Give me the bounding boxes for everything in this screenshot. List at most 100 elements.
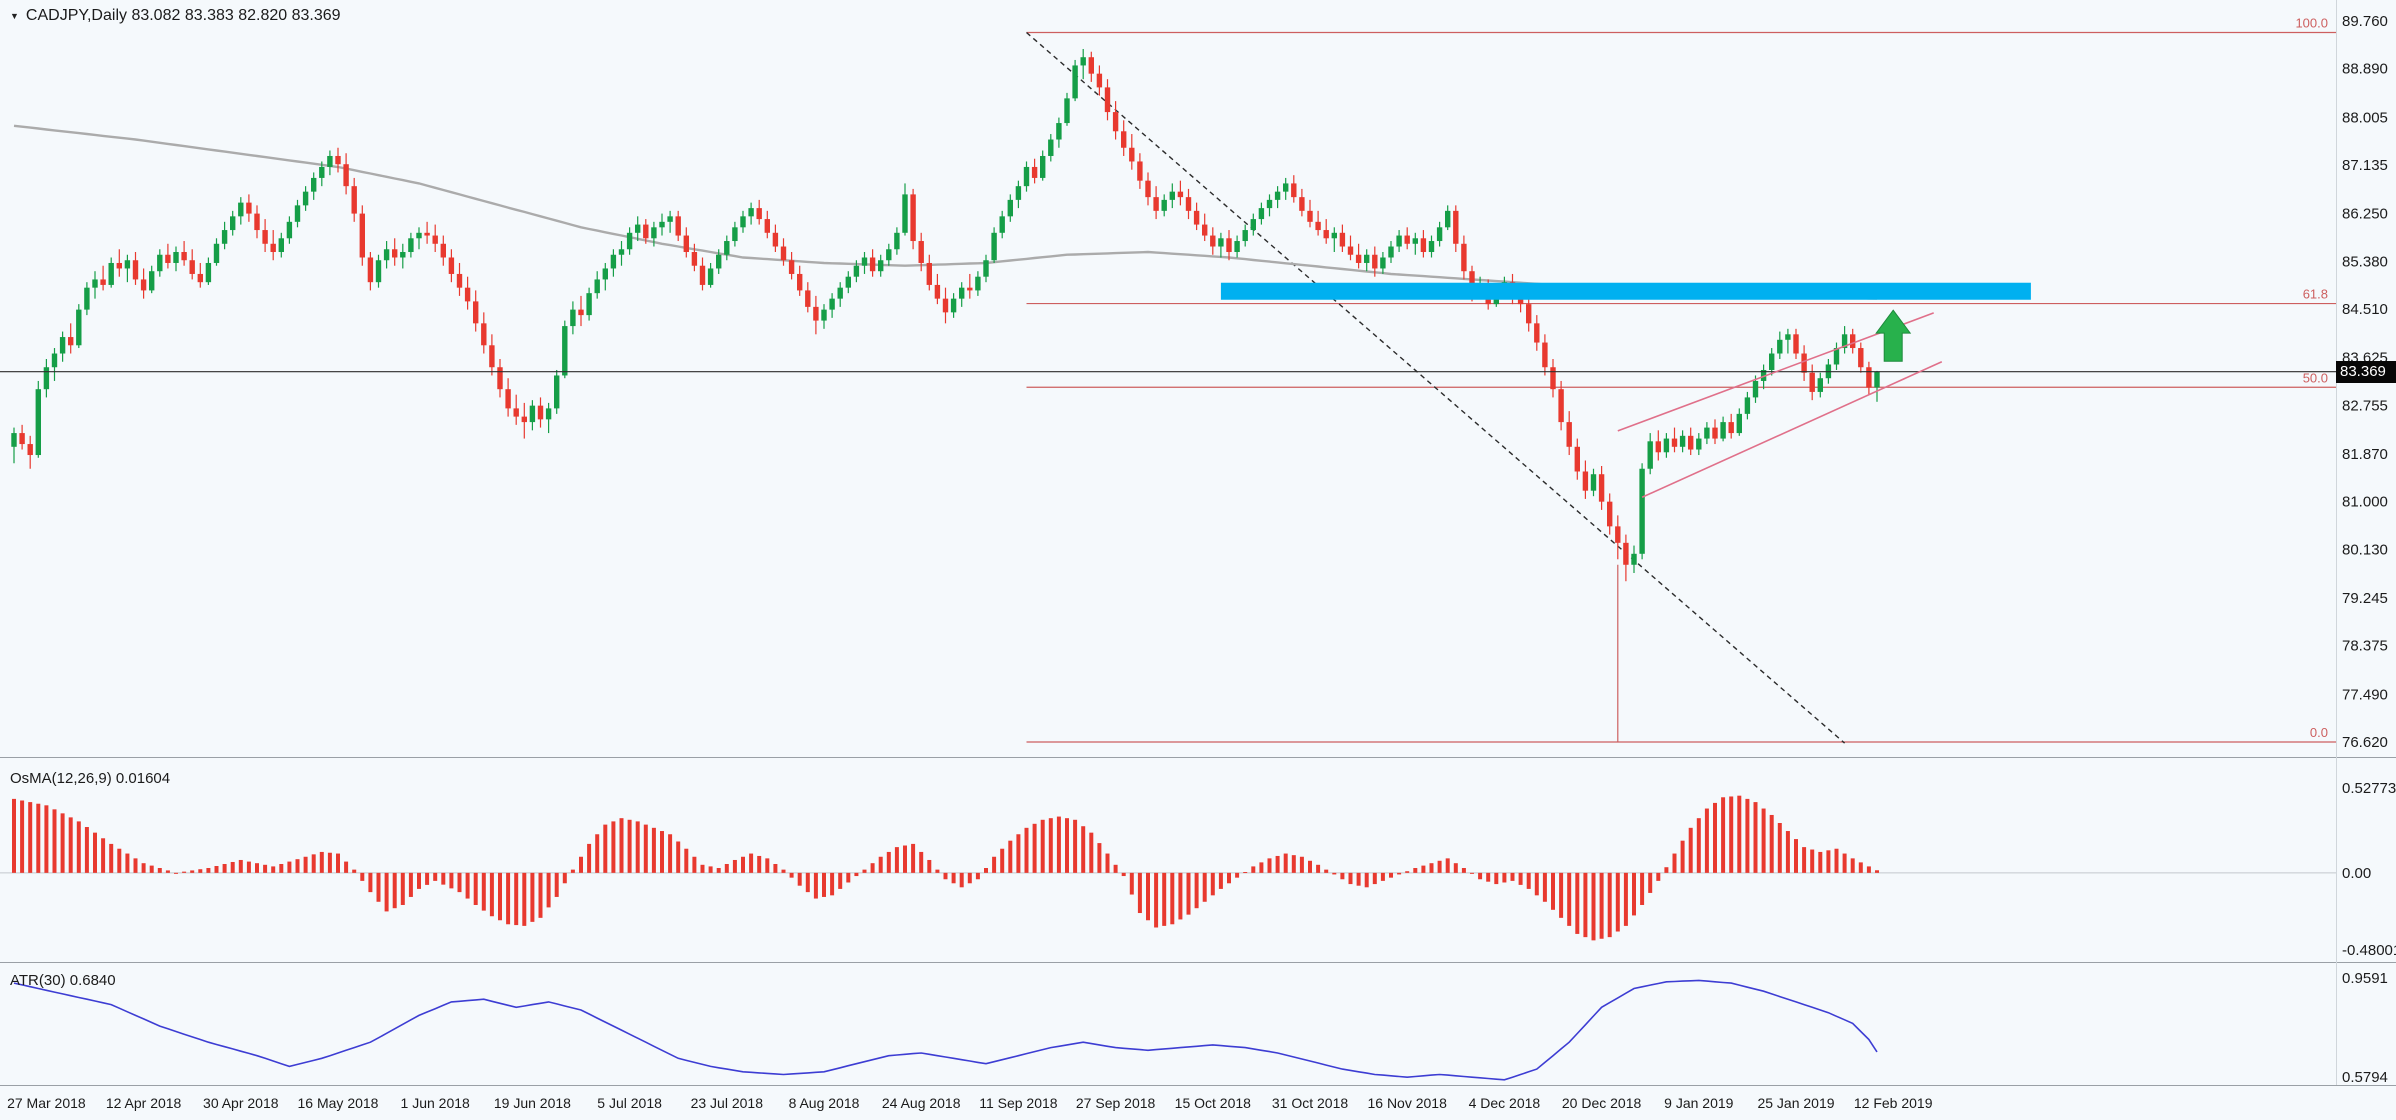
candle-body (343, 164, 349, 187)
candle-body (1031, 166, 1038, 178)
price-axis-label: 84.510 (2342, 301, 2388, 318)
osma-bar (1413, 868, 1418, 873)
osma-bar (1591, 872, 1596, 941)
candle-body (1364, 254, 1370, 263)
osma-bar (1486, 872, 1491, 882)
candle-body (902, 194, 908, 233)
osma-bar (692, 856, 697, 873)
candle-body (1388, 246, 1394, 258)
date-axis-label: 11 Sep 2018 (979, 1095, 1058, 1111)
candle-body (659, 221, 665, 228)
date-axis-label: 5 Jul 2018 (597, 1095, 662, 1111)
descending-trendline[interactable] (1026, 31, 1846, 744)
candle-body (1542, 342, 1548, 368)
candle-body (1679, 435, 1686, 447)
candle-body (416, 232, 422, 239)
osma-bar (1275, 855, 1280, 873)
osma-bar (263, 864, 268, 873)
osma-bar (295, 859, 300, 873)
date-axis-labels: 27 Mar 2018 12 Apr 2018 30 Apr 2018 16 May … (7, 1095, 1933, 1111)
candle-body (910, 194, 916, 242)
osma-bar (344, 861, 349, 873)
candle-body (926, 262, 932, 285)
atr-scale-label: 0.5794 (2342, 1069, 2388, 1086)
candle-body (1736, 413, 1742, 434)
osma-bar (959, 872, 964, 888)
osma-bar (514, 872, 519, 926)
osma-bar (149, 865, 154, 873)
candle-body (788, 260, 795, 274)
candle-body (230, 216, 236, 231)
up-arrow-marker[interactable] (1875, 309, 1912, 362)
osma-bar (157, 868, 162, 873)
osma-bar (838, 872, 843, 889)
candle-body (651, 227, 657, 239)
candles-series (11, 48, 1880, 582)
osma-bar (1858, 862, 1863, 873)
osma-bar (1202, 872, 1207, 902)
osma-bar (1429, 863, 1434, 873)
candle-body (1445, 210, 1451, 228)
resistance-zone-rectangle[interactable] (1220, 282, 2031, 300)
candle-body (1137, 161, 1143, 181)
osma-panel-area[interactable] (0, 765, 2336, 962)
candle-body (1550, 367, 1556, 390)
candle-body (1169, 191, 1175, 200)
candle-body (1623, 542, 1629, 565)
atr-line (13, 979, 1878, 1081)
osma-bar (230, 861, 235, 873)
main-chart-area[interactable] (0, 0, 2336, 757)
candle-body (327, 155, 333, 167)
osma-scale-label: 0.00 (2342, 865, 2371, 882)
osma-bar (854, 872, 859, 877)
candle-body (740, 216, 746, 228)
osma-bar (1065, 818, 1069, 873)
osma-bar (1794, 839, 1798, 873)
osma-bar (570, 869, 575, 873)
candle-body (375, 260, 382, 283)
date-axis-label: 4 Dec 2018 (1469, 1095, 1541, 1111)
candle-body (335, 155, 341, 165)
channel-trendline[interactable] (1641, 361, 1943, 499)
candle-body (1023, 166, 1030, 187)
osma-bar (1024, 827, 1029, 873)
candle-body (1250, 219, 1256, 231)
candle-body (359, 213, 365, 258)
candle-body (1331, 232, 1337, 239)
candle-body (1112, 112, 1119, 132)
candle-body (262, 230, 268, 244)
candle-body (149, 271, 155, 291)
osma-bar (822, 872, 826, 897)
atr-panel-area[interactable] (0, 967, 2336, 1085)
osma-bar (1607, 872, 1612, 938)
osma-bar (1461, 868, 1466, 873)
price-axis-label: 79.245 (2342, 590, 2388, 607)
osma-bar (1291, 855, 1296, 873)
candle-body (748, 208, 754, 217)
candle-body (448, 257, 455, 274)
candle-body (408, 238, 414, 253)
osma-bar (336, 853, 340, 873)
osma-bar (1032, 823, 1037, 873)
fibo-retracement[interactable]: 100.0 61.8 50.0 0.0 (1026, 16, 2337, 743)
candle-body (1007, 199, 1013, 217)
symbol-dropdown-icon[interactable]: ▼ (10, 10, 19, 21)
osma-bar (1623, 872, 1628, 926)
osma-bar (1267, 858, 1272, 873)
candle-body (829, 298, 835, 310)
candle-body (1080, 57, 1086, 66)
candle-body (1177, 191, 1184, 198)
candle-body (602, 268, 608, 280)
osma-bar (870, 863, 875, 873)
date-axis-label: 16 Nov 2018 (1367, 1095, 1447, 1111)
osma-bar (522, 872, 527, 926)
osma-bar (190, 870, 195, 873)
candle-body (1056, 123, 1062, 140)
candle-body (68, 337, 74, 346)
candle-body (1210, 235, 1216, 247)
candle-body (578, 309, 584, 316)
candle-body (181, 252, 187, 261)
osma-bar (1769, 814, 1774, 873)
osma-bar (1478, 872, 1483, 880)
candle-body (92, 279, 98, 288)
